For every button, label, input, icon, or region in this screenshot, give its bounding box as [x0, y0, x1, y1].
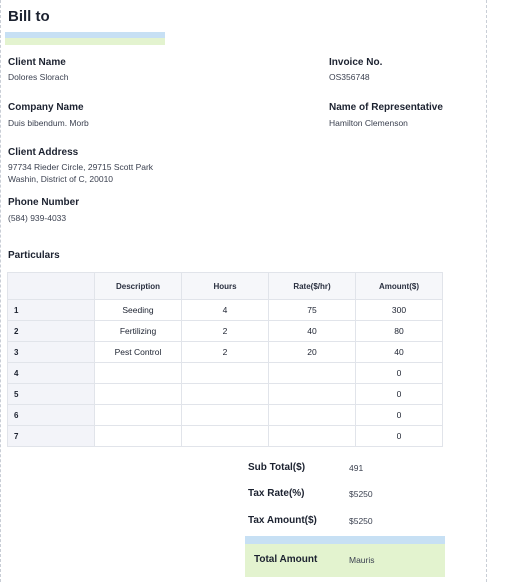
client-name: Dolores Slorach — [8, 72, 69, 82]
subtotal-label: Sub Total($) — [248, 462, 306, 473]
row-description: Pest Control — [94, 341, 182, 363]
phone-label: Phone Number — [8, 197, 80, 208]
invoice-number-label: Invoice No. — [329, 57, 383, 68]
representative-name: Hamilton Clemenson — [329, 118, 408, 128]
row-amount: 80 — [355, 320, 443, 342]
subtotal-value: 491 — [349, 463, 364, 473]
invoice-number: OS356748 — [329, 72, 370, 82]
phone-number: (584) 939-4033 — [8, 213, 67, 223]
table-header-row: Description Hours Rate($/hr) Amount($) — [7, 272, 443, 300]
row-rate — [268, 404, 356, 426]
table-row: 3 Pest Control 2 20 40 — [7, 341, 443, 363]
row-index: 5 — [7, 383, 95, 405]
row-description: Seeding — [94, 299, 182, 321]
title-band-blue — [5, 32, 165, 38]
row-description — [94, 383, 182, 405]
table-row: 1 Seeding 4 75 300 — [7, 299, 443, 321]
row-description: Fertilizing — [94, 320, 182, 342]
row-index: 1 — [7, 299, 95, 321]
row-amount: 0 — [355, 404, 443, 426]
particulars-table: Description Hours Rate($/hr) Amount($) 1… — [7, 272, 443, 447]
row-amount: 300 — [355, 299, 443, 321]
row-hours — [181, 383, 269, 405]
row-amount: 0 — [355, 362, 443, 384]
tax-rate-label: Tax Rate(%) — [248, 488, 305, 499]
table-row: 7 0 — [7, 425, 443, 447]
row-rate — [268, 362, 356, 384]
particulars-title: Particulars — [8, 250, 60, 261]
total-band-blue — [245, 536, 445, 544]
client-name-label: Client Name — [8, 57, 66, 68]
row-index: 6 — [7, 404, 95, 426]
page-title: Bill to — [8, 8, 50, 25]
column-header-hours: Hours — [181, 272, 269, 300]
row-hours: 2 — [181, 320, 269, 342]
row-amount: 40 — [355, 341, 443, 363]
row-hours — [181, 362, 269, 384]
table-row: 2 Fertilizing 2 40 80 — [7, 320, 443, 342]
row-hours — [181, 425, 269, 447]
row-description — [94, 425, 182, 447]
company-name: Duis bibendum. Morb — [8, 118, 89, 128]
row-rate: 20 — [268, 341, 356, 363]
row-rate: 75 — [268, 299, 356, 321]
client-address-line1: 97734 Rieder Circle, 29715 Scott Park — [8, 162, 154, 172]
row-index: 7 — [7, 425, 95, 447]
client-address-line2: Washin, District of C, 20010 — [8, 174, 114, 184]
row-rate — [268, 383, 356, 405]
row-hours — [181, 404, 269, 426]
table-row: 5 0 — [7, 383, 443, 405]
tax-rate-value: $5250 — [349, 489, 373, 499]
tax-amount-label: Tax Amount($) — [248, 515, 317, 526]
row-amount: 0 — [355, 383, 443, 405]
total-amount-label: Total Amount — [254, 554, 318, 565]
tax-amount-value: $5250 — [349, 516, 373, 526]
row-description — [94, 404, 182, 426]
title-band-green — [5, 38, 165, 45]
row-hours: 2 — [181, 341, 269, 363]
column-header-description: Description — [94, 272, 182, 300]
table-row: 4 0 — [7, 362, 443, 384]
row-index: 4 — [7, 362, 95, 384]
row-amount: 0 — [355, 425, 443, 447]
column-header-index — [7, 272, 95, 300]
row-description — [94, 362, 182, 384]
row-rate: 40 — [268, 320, 356, 342]
table-row: 6 0 — [7, 404, 443, 426]
column-header-amount: Amount($) — [355, 272, 443, 300]
row-index: 2 — [7, 320, 95, 342]
invoice-sheet: Bill to Client Name Dolores Slorach Invo… — [0, 0, 487, 582]
total-amount-box: Total Amount Mauris — [245, 544, 445, 577]
client-address-label: Client Address — [8, 147, 79, 158]
row-rate — [268, 425, 356, 447]
company-name-label: Company Name — [8, 102, 84, 113]
representative-label: Name of Representative — [329, 102, 443, 113]
row-index: 3 — [7, 341, 95, 363]
column-header-rate: Rate($/hr) — [268, 272, 356, 300]
row-hours: 4 — [181, 299, 269, 321]
total-amount-value: Mauris — [349, 555, 375, 565]
